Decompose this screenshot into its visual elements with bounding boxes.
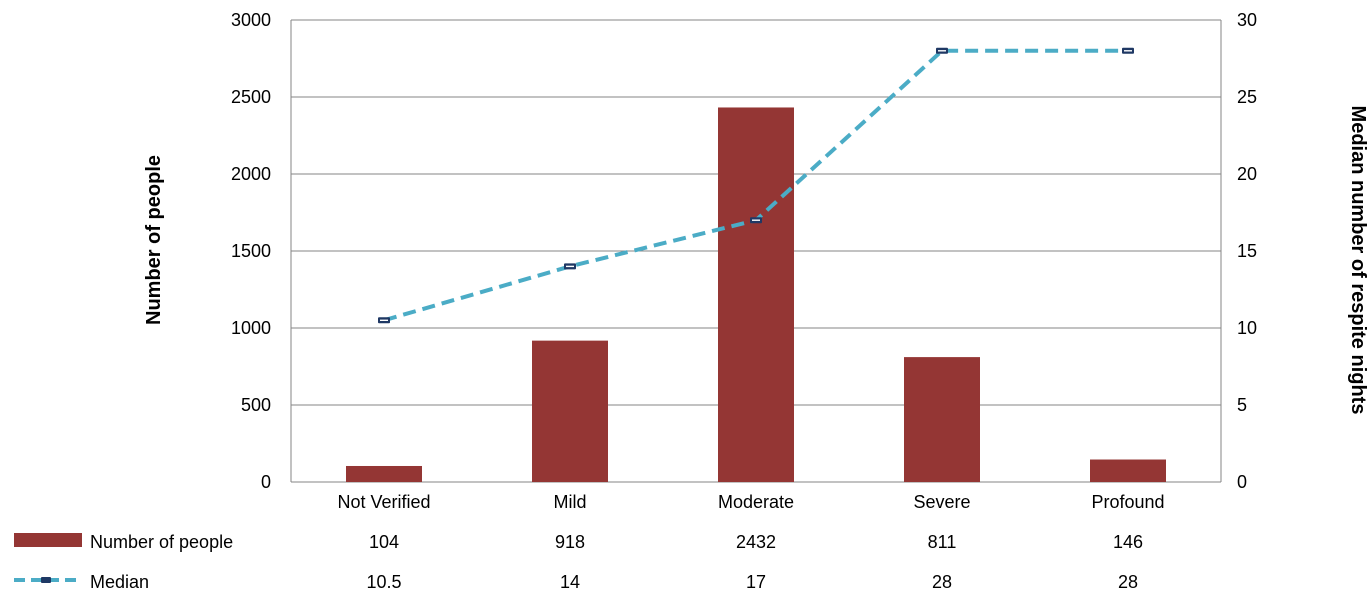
left-tick-label: 0 [261, 472, 271, 492]
left-tick-label: 2000 [231, 164, 271, 184]
category-label: Severe [913, 492, 970, 512]
legend-key-bar [14, 533, 82, 547]
table-value: 10.5 [366, 572, 401, 592]
bar [718, 107, 794, 483]
table-value: 811 [928, 532, 957, 552]
table-value: 28 [1118, 572, 1138, 592]
legend-label-line: Median [90, 572, 149, 592]
median-point [936, 47, 948, 54]
right-axis-tick-labels: 0 5 10 15 20 25 30 [1237, 10, 1257, 492]
category-label: Profound [1091, 492, 1164, 512]
bar [346, 465, 422, 482]
left-tick-label: 1500 [231, 241, 271, 261]
axes [290, 20, 1222, 482]
right-tick-label: 30 [1237, 10, 1257, 30]
median-point [750, 217, 762, 224]
right-tick-label: 25 [1237, 87, 1257, 107]
median-point [378, 317, 390, 324]
median-point [1122, 47, 1134, 54]
left-tick-label: 1000 [231, 318, 271, 338]
left-axis-tick-labels: 0 500 1000 1500 2000 2500 3000 [231, 10, 271, 492]
median-point [564, 263, 576, 270]
category-tick-labels: Not Verified Mild Moderate Severe Profound [337, 492, 1164, 512]
data-table: Number of people Median 104 918 2432 811 146 10… [14, 532, 1143, 592]
bar [904, 357, 980, 482]
category-label: Moderate [718, 492, 794, 512]
table-value: 146 [1113, 532, 1143, 552]
category-label: Not Verified [337, 492, 430, 512]
table-value: 918 [555, 532, 585, 552]
table-value: 104 [369, 532, 399, 552]
bar [532, 340, 608, 482]
left-tick-label: 2500 [231, 87, 271, 107]
bar [1090, 459, 1166, 482]
category-label: Mild [553, 492, 586, 512]
table-value: 2432 [736, 532, 776, 552]
legend-key-line [14, 577, 76, 583]
median-line-series [378, 47, 1134, 324]
table-value: 28 [932, 572, 952, 592]
table-value: 17 [746, 572, 766, 592]
legend-label-bar: Number of people [90, 532, 233, 552]
left-tick-label: 500 [241, 395, 271, 415]
right-tick-label: 0 [1237, 472, 1247, 492]
right-tick-label: 20 [1237, 164, 1257, 184]
left-tick-label: 3000 [231, 10, 271, 30]
right-tick-label: 15 [1237, 241, 1257, 261]
left-axis-title: Number of people [143, 155, 165, 325]
right-tick-label: 10 [1237, 318, 1257, 338]
right-tick-label: 5 [1237, 395, 1247, 415]
table-value: 14 [560, 572, 580, 592]
bars [346, 107, 1166, 483]
right-axis-title: Median number of respite nights [1347, 106, 1369, 415]
